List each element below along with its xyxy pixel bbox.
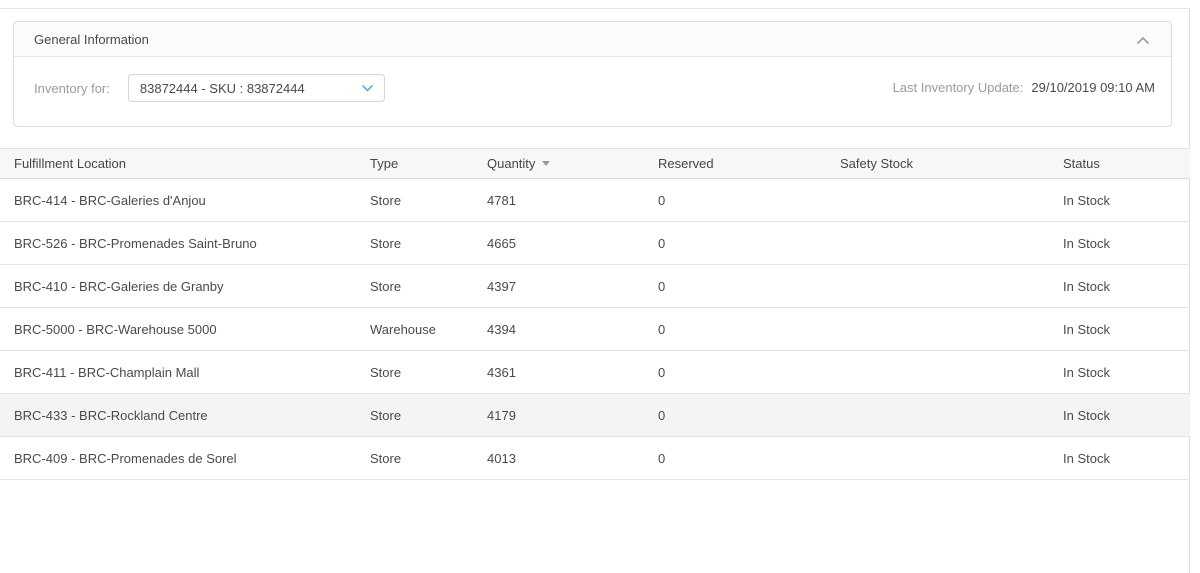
- cell-location: BRC-410 - BRC-Galeries de Granby: [0, 264, 370, 308]
- cell-quantity: 4665: [487, 221, 658, 265]
- chevron-down-icon: [362, 79, 373, 97]
- cell-location: BRC-411 - BRC-Champlain Mall: [0, 350, 370, 394]
- column-header-status[interactable]: Status: [1063, 148, 1190, 179]
- table-row[interactable]: BRC-409 - BRC-Promenades de Sorel Store 40…: [0, 436, 1190, 480]
- cell-location: BRC-409 - BRC-Promenades de Sorel: [0, 436, 370, 480]
- last-update-label: Last Inventory Update:: [892, 80, 1024, 95]
- cell-status: In Stock: [1063, 178, 1190, 222]
- sku-select[interactable]: 83872444 - SKU : 83872444: [127, 74, 385, 102]
- cell-status: In Stock: [1063, 350, 1190, 394]
- cell-type: Store: [370, 178, 487, 222]
- sort-desc-icon: [542, 161, 551, 166]
- cell-type: Store: [370, 264, 487, 308]
- cell-safety-stock: [840, 178, 1063, 222]
- general-information-panel: General Information Inventory for: 83872…: [13, 21, 1172, 127]
- panel-header: General Information: [14, 22, 1171, 57]
- table-row[interactable]: BRC-411 - BRC-Champlain Mall Store 4361 0 In…: [0, 350, 1190, 394]
- last-inventory-update: Last Inventory Update: 29/10/2019 09:10 …: [893, 80, 1155, 95]
- cell-quantity: 4179: [487, 393, 658, 437]
- cell-type: Store: [370, 393, 487, 437]
- cell-reserved: 0: [658, 264, 840, 308]
- cell-safety-stock: [840, 393, 1063, 437]
- cell-type: Warehouse: [370, 307, 487, 351]
- cell-type: Store: [370, 350, 487, 394]
- inventory-for-label: Inventory for:: [34, 80, 110, 96]
- inventory-table: Fulfillment Location Type Quantity Reser…: [0, 148, 1190, 480]
- column-header-quantity[interactable]: Quantity: [487, 148, 658, 179]
- cell-quantity: 4013: [487, 436, 658, 480]
- table-row[interactable]: BRC-414 - BRC-Galeries d'Anjou Store 4781 0…: [0, 178, 1190, 222]
- table-header: Fulfillment Location Type Quantity Reser…: [0, 148, 1190, 179]
- cell-reserved: 0: [658, 221, 840, 265]
- cell-location: BRC-526 - BRC-Promenades Saint-Bruno: [0, 221, 370, 265]
- column-header-reserved[interactable]: Reserved: [658, 148, 840, 179]
- cell-location: BRC-433 - BRC-Rockland Centre: [0, 393, 370, 437]
- cell-quantity: 4394: [487, 307, 658, 351]
- cell-status: In Stock: [1063, 393, 1190, 437]
- cell-quantity: 4361: [487, 350, 658, 394]
- cell-safety-stock: [840, 350, 1063, 394]
- cell-location: BRC-414 - BRC-Galeries d'Anjou: [0, 178, 370, 222]
- cell-safety-stock: [840, 307, 1063, 351]
- cell-quantity: 4781: [487, 178, 658, 222]
- table-row[interactable]: BRC-5000 - BRC-Warehouse 5000 Warehouse 43…: [0, 307, 1190, 351]
- cell-safety-stock: [840, 264, 1063, 308]
- table-body: BRC-414 - BRC-Galeries d'Anjou Store 4781 0…: [0, 178, 1190, 480]
- inventory-for-row: Inventory for: 83872444 - SKU : 83872444: [34, 74, 385, 102]
- cell-status: In Stock: [1063, 307, 1190, 351]
- cell-safety-stock: [840, 436, 1063, 480]
- collapse-panel-button[interactable]: [1133, 28, 1153, 51]
- panel-body: Inventory for: 83872444 - SKU : 83872444…: [14, 57, 1171, 126]
- column-header-fulfillment-location[interactable]: Fulfillment Location: [0, 148, 370, 179]
- cell-type: Store: [370, 221, 487, 265]
- column-header-safety-stock[interactable]: Safety Stock: [840, 148, 1063, 179]
- table-row[interactable]: BRC-526 - BRC-Promenades Saint-Bruno Stor…: [0, 221, 1190, 265]
- cell-reserved: 0: [658, 350, 840, 394]
- cell-reserved: 0: [658, 393, 840, 437]
- cell-status: In Stock: [1063, 436, 1190, 480]
- cell-reserved: 0: [658, 436, 840, 480]
- cell-status: In Stock: [1063, 221, 1190, 265]
- cell-quantity: 4397: [487, 264, 658, 308]
- panel-title: General Information: [34, 31, 149, 47]
- cell-reserved: 0: [658, 307, 840, 351]
- column-header-type[interactable]: Type: [370, 148, 487, 179]
- chevron-up-icon: [1137, 32, 1149, 47]
- table-row[interactable]: BRC-410 - BRC-Galeries de Granby Store 439…: [0, 264, 1190, 308]
- table-row[interactable]: BRC-433 - BRC-Rockland Centre Store 4179 0 I…: [0, 393, 1190, 437]
- content-area: General Information Inventory for: 83872…: [0, 8, 1190, 573]
- cell-status: In Stock: [1063, 264, 1190, 308]
- cell-safety-stock: [840, 221, 1063, 265]
- sku-select-value: 83872444 - SKU : 83872444: [139, 80, 305, 96]
- cell-type: Store: [370, 436, 487, 480]
- last-update-value: 29/10/2019 09:10 AM: [1031, 80, 1155, 95]
- cell-location: BRC-5000 - BRC-Warehouse 5000: [0, 307, 370, 351]
- cell-reserved: 0: [658, 178, 840, 222]
